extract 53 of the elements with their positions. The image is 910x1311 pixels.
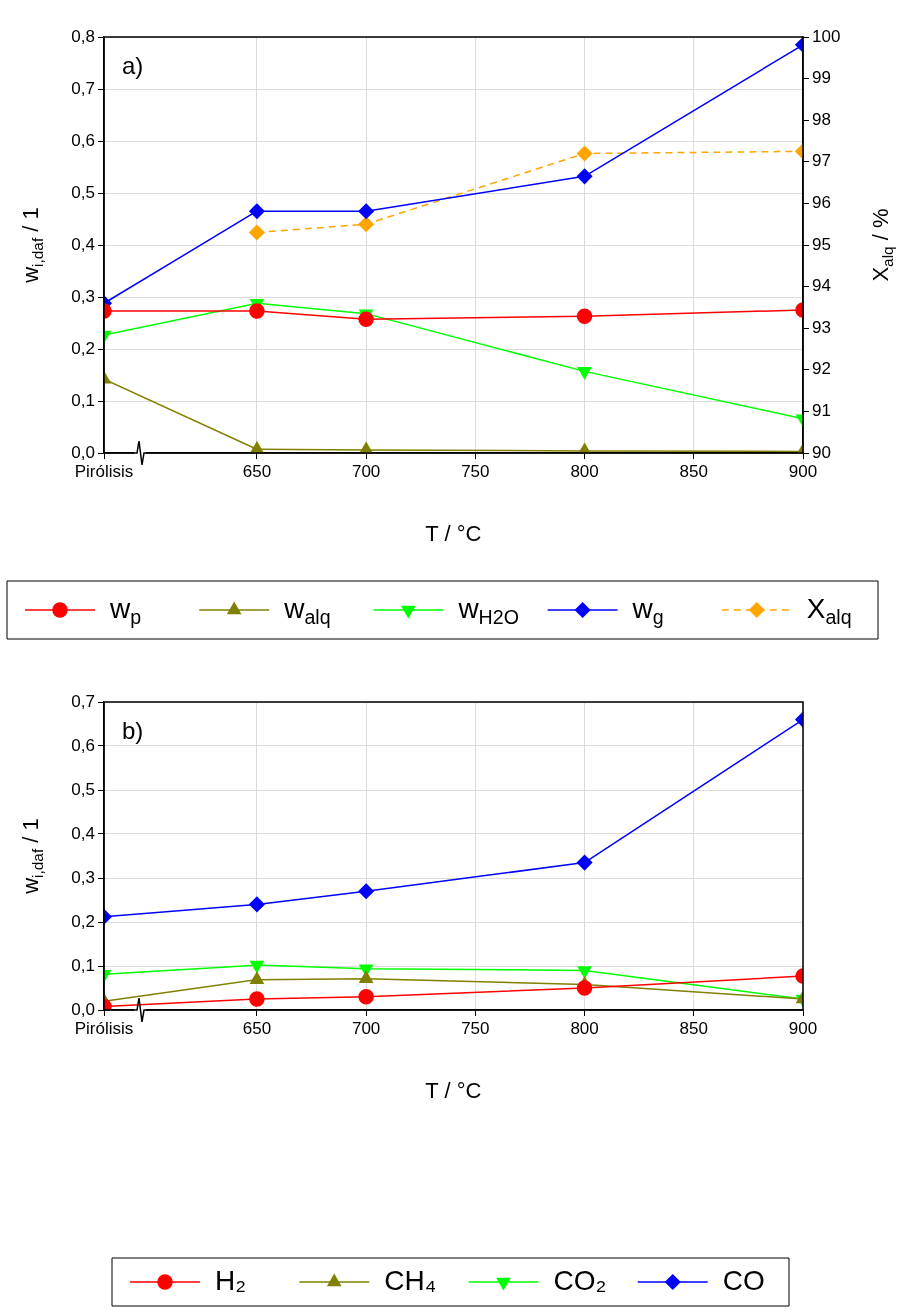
- x-tick-label: 750: [461, 461, 490, 481]
- y-tick-label: 0,3: [71, 286, 95, 306]
- x-axis-title: T / °C: [425, 1078, 482, 1104]
- y2-tick-label: 98: [812, 109, 831, 129]
- y-tick-label: 0,1: [71, 955, 95, 975]
- x-tick-label: Pirólisis: [74, 1018, 134, 1038]
- x-tick-label: 650: [242, 1018, 272, 1038]
- legend-label: CO₂: [553, 1264, 607, 1296]
- x-tick-label: 850: [679, 1018, 708, 1038]
- y2-tick-label: 90: [812, 442, 831, 462]
- y-tick-label: 0,2: [71, 911, 95, 931]
- y2-tick-label: 92: [812, 359, 831, 379]
- y2-tick-label: 94: [812, 276, 831, 296]
- legend-label: H₂: [215, 1264, 247, 1296]
- annotation: b): [122, 716, 144, 744]
- y-tick-label: 0,5: [71, 779, 95, 799]
- y-tick-label: 0,6: [71, 735, 95, 755]
- y-tick-label: 0,8: [71, 26, 95, 46]
- legend-label: CO: [722, 1264, 765, 1296]
- y-tick-label: 0,6: [71, 130, 95, 150]
- y-tick-label: 0,1: [71, 390, 95, 410]
- x-tick-label: 900: [788, 1018, 818, 1038]
- x-tick-label: Pirólisis: [74, 461, 134, 481]
- x-tick-label: 700: [351, 1018, 381, 1038]
- y-axis-title: wi,daf / 1: [18, 818, 46, 895]
- x-tick-label: 800: [570, 1018, 599, 1038]
- y2-tick-label: 100: [812, 26, 841, 46]
- x-tick-label: 650: [242, 461, 272, 481]
- x-tick-label: 850: [679, 461, 708, 481]
- y-tick-label: 0,5: [71, 182, 95, 202]
- y2-tick-label: 93: [812, 317, 831, 337]
- y2-tick-label: 95: [812, 234, 831, 254]
- y-tick-label: 0,0: [71, 442, 95, 462]
- y2-tick-label: 91: [812, 401, 831, 421]
- annotation: a): [122, 51, 144, 79]
- y2-tick-label: 99: [812, 68, 831, 88]
- x-tick-label: 800: [570, 461, 599, 481]
- legend-label: CH₄: [384, 1264, 437, 1296]
- y-tick-label: 0,7: [71, 78, 95, 98]
- y2-tick-label: 97: [812, 151, 831, 171]
- y-tick-label: 0,4: [71, 234, 95, 254]
- x-axis-title: T / °C: [425, 521, 482, 547]
- y-tick-label: 0,2: [71, 338, 95, 358]
- y-tick-label: 0,3: [71, 867, 95, 887]
- y-tick-label: 0,4: [71, 823, 95, 843]
- y-tick-label: 0,7: [71, 691, 95, 711]
- x-tick-label: 700: [351, 461, 381, 481]
- y2-tick-label: 96: [812, 193, 831, 213]
- x-tick-label: 750: [461, 1018, 490, 1038]
- y-tick-label: 0,0: [71, 999, 95, 1019]
- x-tick-label: 900: [788, 461, 818, 481]
- y2-axis-title: Xalq / %: [868, 208, 896, 282]
- y-axis-title: wi,daf / 1: [18, 207, 46, 284]
